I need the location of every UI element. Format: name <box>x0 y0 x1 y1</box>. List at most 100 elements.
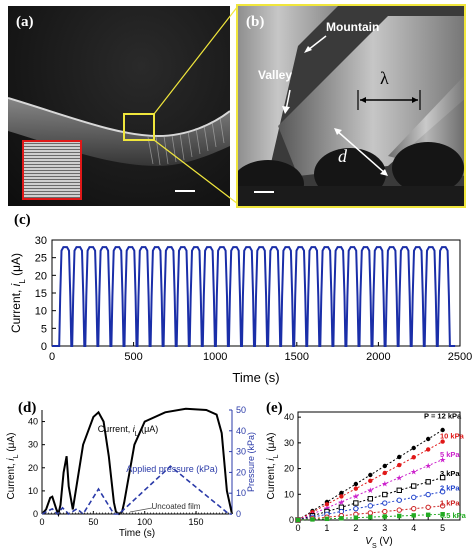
series-line-e <box>297 477 443 521</box>
y-tick-label-c: 20 <box>35 270 47 282</box>
point-e <box>367 503 374 509</box>
x-axis-label-d: Time (s) <box>119 528 155 539</box>
zoom-box <box>123 113 155 141</box>
film-ridges <box>147 116 225 166</box>
y-tick-label-d: 10 <box>28 486 38 496</box>
point-e <box>396 487 402 493</box>
y-tick-label-d: 30 <box>28 440 38 450</box>
sem-b-drawing <box>238 6 464 206</box>
point-e <box>411 494 417 501</box>
point-e: ★ <box>323 504 330 513</box>
point-e <box>382 470 387 476</box>
point-e <box>295 517 301 523</box>
panel-label-a: (a) <box>16 14 34 30</box>
y-tick-label-c: 10 <box>35 306 47 318</box>
depth-label: d <box>338 146 347 166</box>
point-e <box>425 447 431 452</box>
point-e: ★ <box>410 468 417 477</box>
x-tick-label-c: 1500 <box>285 351 309 363</box>
point-e <box>425 436 431 442</box>
y2-tick-label-d: 50 <box>236 405 246 415</box>
point-e <box>411 455 416 460</box>
point-e: ★ <box>367 486 374 495</box>
point-e <box>440 512 445 517</box>
point-e <box>411 483 417 489</box>
lambda-label: λ <box>380 68 389 88</box>
series-line-e <box>297 441 443 521</box>
point-e <box>397 454 402 460</box>
point-e <box>338 504 345 510</box>
y2-tick-label-d: 20 <box>236 467 246 477</box>
current-trace-c <box>52 246 456 347</box>
y-axis-label-c: Current, iL (μA) <box>9 253 27 333</box>
x-tick-label-e: 4 <box>411 523 416 533</box>
zoom-connector <box>153 5 239 205</box>
series-label-e: P = 12 kPa <box>424 411 462 420</box>
pressure-trace-d <box>41 465 232 516</box>
annotation-current-d: Current, iL (μA) <box>98 424 159 438</box>
y2-tick-label-d: 40 <box>236 426 246 436</box>
point-e <box>353 515 359 520</box>
film-edge <box>8 97 230 138</box>
y-axis-label-d: Current, iL (μA) <box>6 433 20 500</box>
annotation-uncoated-d: Uncoated film <box>152 502 201 511</box>
panel-label-d: (d) <box>18 400 37 416</box>
y-tick-label-e: 30 <box>284 438 294 448</box>
point-e <box>367 510 374 516</box>
point-e <box>439 474 446 481</box>
point-e <box>439 503 446 509</box>
point-e <box>396 507 402 513</box>
mountain-label: Mountain <box>326 20 380 34</box>
point-e: ★ <box>425 462 432 471</box>
point-e: ★ <box>338 498 345 507</box>
inset-image <box>22 140 82 200</box>
point-e <box>382 491 388 498</box>
y-tick-label-d: 40 <box>28 417 38 427</box>
annotation-pressure-d: Applied pressure (kPa) <box>126 464 218 474</box>
chart-d: 0 50 100 150 0 10 20 30 40 0 10 20 30 40 50 Current, iL… <box>6 405 256 539</box>
y2-tick-label-d: 30 <box>236 447 246 457</box>
x-tick-label-e: 1 <box>324 523 329 533</box>
point-e: ★ <box>396 474 403 483</box>
point-e: ★ <box>439 456 446 465</box>
panel-label-c: (c) <box>14 212 31 228</box>
point-e <box>425 512 431 517</box>
x-tick-label-d: 100 <box>137 517 152 527</box>
current-trace-d <box>41 407 233 518</box>
x-tick-label-c: 0 <box>49 351 55 363</box>
point-e: ★ <box>352 492 359 501</box>
x-axis-label-e: VS (V) <box>365 536 392 550</box>
y-tick-label-c: 5 <box>41 323 47 335</box>
sem-image-b: Mountain Valley λ d <box>236 4 466 208</box>
plot-frame-e <box>297 411 461 521</box>
y2-axis-label-d: Pressure (kPa) <box>246 432 256 492</box>
point-e <box>425 504 431 510</box>
point-e <box>353 481 359 487</box>
series-label-e: 0.5 kPa <box>440 511 467 520</box>
x-tick-label-c: 2500 <box>448 351 472 363</box>
point-e <box>368 514 373 520</box>
x-tick-label-c: 1000 <box>203 351 227 363</box>
annotation-uncoated-pointer-d <box>129 507 153 513</box>
x-tick-label-d: 0 <box>39 517 44 527</box>
y-tick-label-d: 0 <box>33 509 38 519</box>
point-e <box>397 462 402 468</box>
point-e <box>411 505 417 512</box>
point-e <box>368 478 373 483</box>
point-e <box>382 514 387 519</box>
panel-label-b: (b) <box>246 14 265 30</box>
y-tick-label-c: 15 <box>35 288 47 300</box>
point-e <box>339 490 344 496</box>
y2-tick-label-d: 10 <box>236 488 246 498</box>
series-label-e: 2 kPa <box>440 484 460 493</box>
y-tick-label-e: 10 <box>284 489 294 499</box>
x-tick-label-e: 0 <box>295 523 300 533</box>
point-e <box>338 508 345 515</box>
x-tick-label-e: 5 <box>440 523 445 533</box>
point-e <box>339 494 344 499</box>
point-e <box>411 445 416 451</box>
y-tick-label-c: 0 <box>41 341 47 353</box>
point-e <box>324 502 330 507</box>
x-tick-label-e: 2 <box>353 523 358 533</box>
point-e <box>411 513 416 518</box>
